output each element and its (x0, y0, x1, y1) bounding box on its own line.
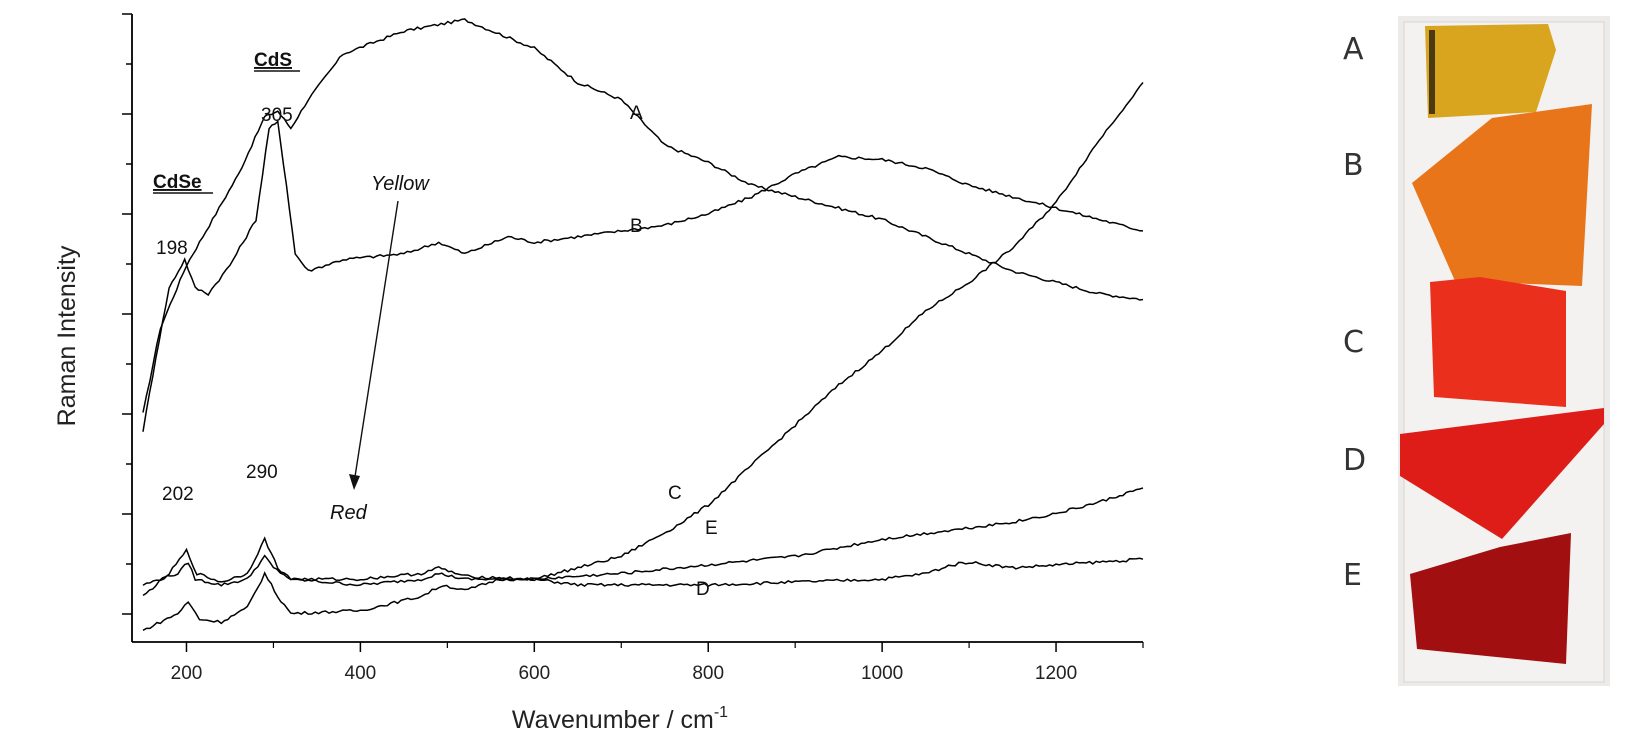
annotation-red: Red (330, 502, 368, 524)
annotation-peak-202: 202 (162, 484, 194, 505)
series-line-e (142, 487, 1144, 597)
series-label-d: D (696, 579, 710, 600)
series-label-e: E (705, 518, 718, 539)
x-axis-ticks: 200 400 600 800 1000 1200 (171, 642, 1144, 684)
photo-label-c: C (1343, 325, 1364, 360)
arrow-head-icon (349, 474, 360, 490)
x-tick-label: 600 (518, 663, 550, 684)
series-layer (142, 18, 1144, 631)
y-axis-title: Raman Intensity (53, 245, 81, 426)
annotation-yellow: Yellow (371, 173, 430, 195)
x-axis-title-main: Wavenumber / cm (512, 706, 714, 734)
series-line-d (142, 557, 1144, 631)
glass-c (1430, 277, 1566, 407)
series-label-c: C (668, 483, 682, 504)
x-axis-title-sup: -1 (714, 704, 728, 721)
glass-e (1410, 533, 1571, 664)
annotation-peak-305: 305 (261, 105, 293, 126)
x-tick-label: 1200 (1035, 663, 1077, 684)
series-label-a: A (630, 103, 643, 124)
glass-a (1425, 24, 1556, 118)
x-tick-label: 200 (171, 663, 203, 684)
annotation-peak-198: 198 (156, 238, 188, 259)
glass-a-edge (1429, 30, 1435, 114)
x-axis-title: Wavenumber / cm-1 (512, 704, 728, 734)
series-line-c (142, 82, 1144, 587)
photo-label-d: D (1343, 443, 1366, 478)
series-line-a (142, 18, 1144, 413)
series-line-b (142, 119, 1144, 432)
photo-label-b: B (1343, 148, 1364, 183)
series-label-b: B (630, 216, 643, 237)
y-axis-ticks (122, 13, 132, 615)
photo-label-a: A (1343, 32, 1364, 67)
annotation-cdse: CdSe (153, 172, 202, 193)
x-tick-label: 400 (345, 663, 377, 684)
glass-d (1400, 408, 1604, 539)
x-tick-label: 1000 (861, 663, 903, 684)
annotation-peak-290: 290 (246, 462, 278, 483)
annotation-cds: CdS (254, 50, 292, 71)
photo-label-e: E (1343, 558, 1362, 593)
glass-photo (1398, 16, 1610, 686)
yellow-to-red-arrow (353, 200, 399, 484)
glass-b (1412, 104, 1592, 286)
x-tick-label: 800 (692, 663, 724, 684)
